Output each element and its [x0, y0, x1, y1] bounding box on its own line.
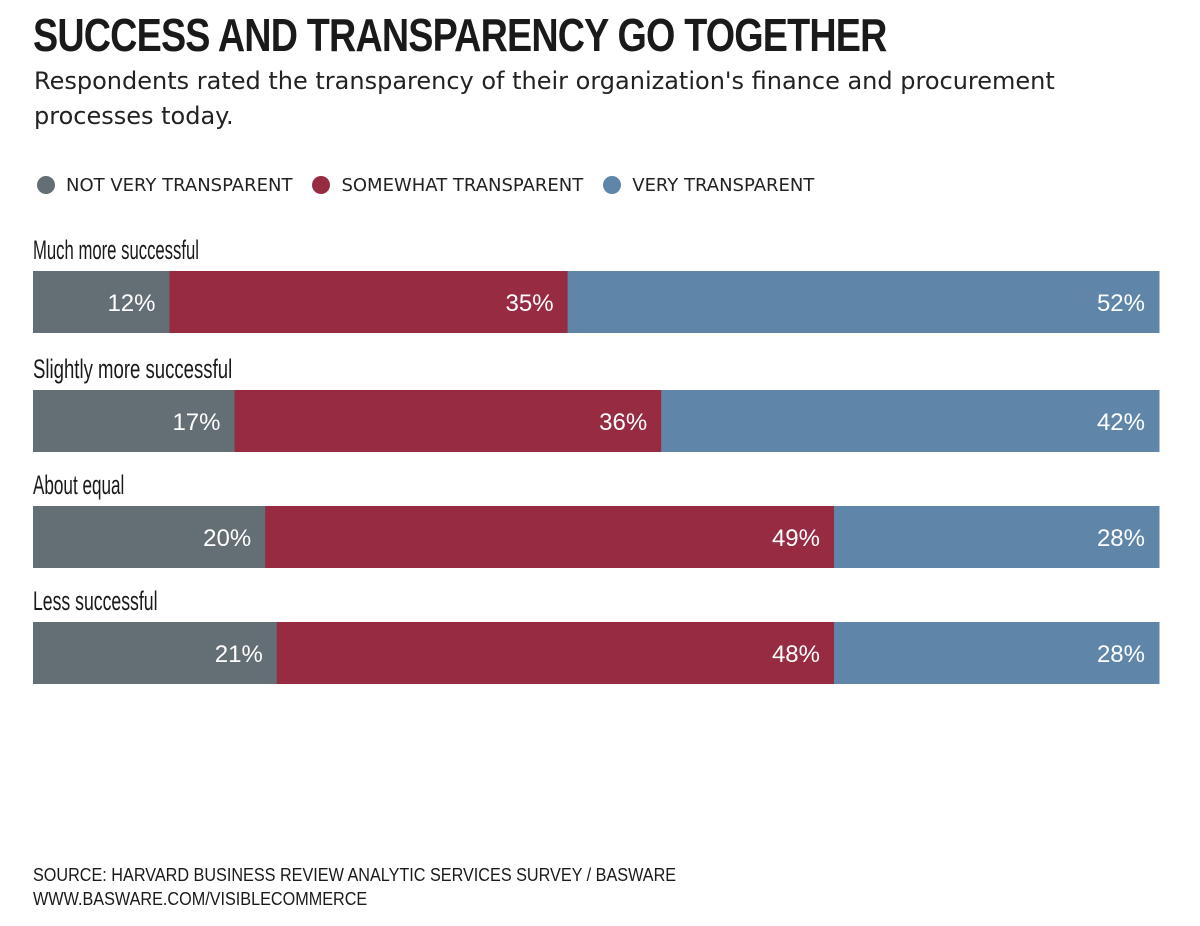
legend-item-somewhat: SOMEWHAT TRANSPARENT — [312, 175, 583, 196]
bar-segment-much-more-successful-not-very-transparent — [33, 271, 170, 333]
bar-segment-slightly-more-successful-somewhat-transparent — [234, 390, 662, 452]
legend-item-not-very: NOT VERY TRANSPARENT — [37, 175, 292, 196]
legend-label-very: VERY TRANSPARENT — [632, 174, 815, 196]
data-label-slightly-more-successful-very-transparent: 42% — [1097, 409, 1145, 436]
source-note: SOURCE: HARVARD BUSINESS REVIEW ANALYTIC… — [33, 863, 676, 911]
bar-segment-slightly-more-successful-very-transparent — [661, 390, 1160, 452]
bar-segment-slightly-more-successful-not-very-transparent — [33, 390, 235, 452]
legend-item-very: VERY TRANSPARENT — [603, 175, 814, 196]
source-text: SOURCE: HARVARD BUSINESS REVIEW ANALYTIC… — [33, 865, 677, 885]
chart-title: SUCCESS AND TRANSPARENCY GO TOGETHER — [33, 9, 887, 61]
category-label-about-equal: About equal — [33, 470, 124, 500]
bar-segment-much-more-successful-very-transparent — [567, 271, 1160, 333]
chart-subtitle: Respondents rated the transparency of th… — [34, 67, 1055, 130]
category-label-less-successful: Less successful — [33, 586, 158, 616]
data-label-slightly-more-successful-somewhat-transparent: 36% — [599, 409, 647, 436]
data-label-about-equal-somewhat-transparent: 49% — [772, 525, 820, 552]
bar-segment-about-equal-somewhat-transparent — [265, 506, 835, 568]
legend: NOT VERY TRANSPARENT SOMEWHAT TRANSPAREN… — [37, 173, 834, 197]
bar-segment-less-successful-very-transparent — [834, 622, 1160, 684]
bar-segment-less-successful-not-very-transparent — [33, 622, 278, 684]
category-label-much-more-successful: Much more successful — [33, 235, 199, 265]
data-label-much-more-successful-very-transparent: 52% — [1097, 290, 1145, 317]
category-label-slightly-more-successful: Slightly more successful — [33, 354, 232, 384]
data-label-about-equal-very-transparent: 28% — [1097, 525, 1145, 552]
data-label-much-more-successful-somewhat-transparent: 35% — [506, 290, 554, 317]
bar-segment-less-successful-somewhat-transparent — [276, 622, 835, 684]
data-label-less-successful-not-very-transparent: 21% — [215, 641, 263, 668]
data-label-about-equal-not-very-transparent: 20% — [203, 525, 251, 552]
legend-swatch-not-very — [37, 176, 55, 194]
source-url: WWW.BASWARE.COM/VISIBLECOMMERCE — [33, 889, 368, 909]
data-label-much-more-successful-not-very-transparent: 12% — [107, 290, 155, 317]
bar-segment-much-more-successful-somewhat-transparent — [169, 271, 569, 333]
bar-segment-about-equal-not-very-transparent — [33, 506, 266, 568]
legend-swatch-somewhat — [312, 176, 331, 194]
bar-segment-about-equal-very-transparent — [834, 506, 1160, 568]
legend-label-not-very: NOT VERY TRANSPARENT — [66, 174, 293, 196]
legend-swatch-very — [603, 176, 622, 194]
data-label-less-successful-somewhat-transparent: 48% — [772, 641, 820, 668]
data-label-less-successful-very-transparent: 28% — [1097, 641, 1145, 668]
legend-label-somewhat: SOMEWHAT TRANSPARENT — [341, 174, 584, 196]
data-label-slightly-more-successful-not-very-transparent: 17% — [172, 409, 220, 436]
